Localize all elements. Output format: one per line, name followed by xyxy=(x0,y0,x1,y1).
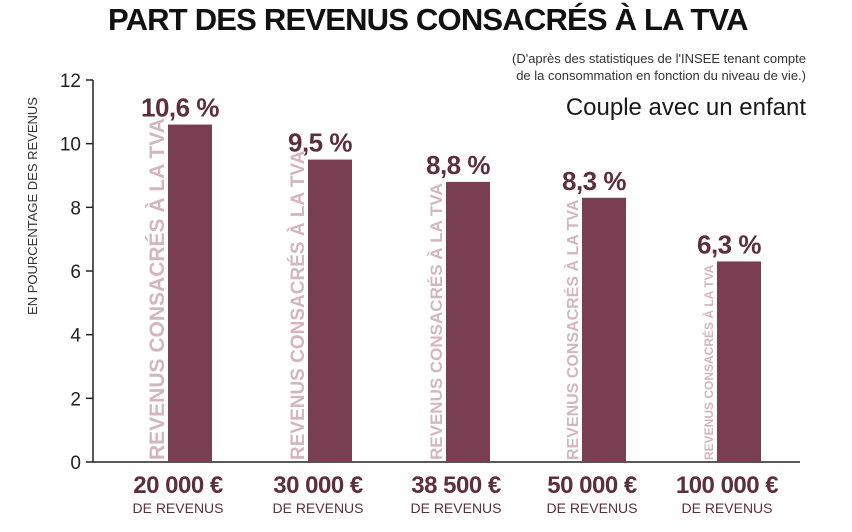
y-axis-label: EN POURCENTAGE DES REVENUS xyxy=(25,97,40,315)
bar-value-label: 8,3 % xyxy=(562,166,626,196)
x-category-sublabel: DE REVENUS xyxy=(410,500,501,516)
bar-2 xyxy=(446,181,490,462)
bar-0 xyxy=(168,124,212,463)
bar-value-label: 10,6 % xyxy=(141,93,219,123)
x-category-sublabel: DE REVENUS xyxy=(681,500,772,516)
chart-title: PART DES REVENUS CONSACRÉS À LA TVA xyxy=(108,2,749,37)
bar-4 xyxy=(717,261,761,462)
source-note: (D'après des statistiques de l'INSEE ten… xyxy=(376,50,806,84)
bar-side-text: REVENUS CONSACRÉS À LA TVA xyxy=(701,264,716,460)
x-category-label: 38 500 € xyxy=(411,472,501,499)
bar-value-label: 6,3 % xyxy=(697,229,761,259)
x-category-sublabel: DE REVENUS xyxy=(132,500,223,516)
y-tick-label: 6 xyxy=(70,262,81,283)
x-category-label: 30 000 € xyxy=(273,472,363,499)
x-category-sublabel: DE REVENUS xyxy=(272,500,363,516)
bar-1 xyxy=(308,159,352,463)
y-tick-label: 8 xyxy=(70,198,81,219)
x-category-label: 20 000 € xyxy=(133,472,223,499)
y-tick-label: 10 xyxy=(60,135,81,156)
y-tick-label: 4 xyxy=(70,326,81,347)
bar-value-label: 8,8 % xyxy=(426,150,490,180)
x-category-sublabel: DE REVENUS xyxy=(546,500,637,516)
chart-subtitle: Couple avec un enfant xyxy=(565,94,806,121)
bar-side-text: REVENUS CONSACRÉS À LA TVA xyxy=(146,118,169,460)
bar-side-text: REVENUS CONSACRÉS À LA TVA xyxy=(427,183,446,460)
bar-value-label: 9,5 % xyxy=(288,128,352,158)
bar-3 xyxy=(582,197,626,463)
bar-side-text: REVENUS CONSACRÉS À LA TVA xyxy=(563,199,582,460)
bar-side-text: REVENUS CONSACRÉS À LA TVA xyxy=(287,150,309,460)
y-tick-label: 12 xyxy=(60,71,81,92)
source-note-line-2: de la consommation en fonction du niveau… xyxy=(516,68,806,83)
y-tick-label: 0 xyxy=(70,453,81,474)
x-category-label: 100 000 € xyxy=(676,472,778,499)
y-tick-label: 2 xyxy=(70,389,81,410)
x-category-label: 50 000 € xyxy=(547,472,637,499)
source-note-line-1: (D'après des statistiques de l'INSEE ten… xyxy=(512,51,806,66)
